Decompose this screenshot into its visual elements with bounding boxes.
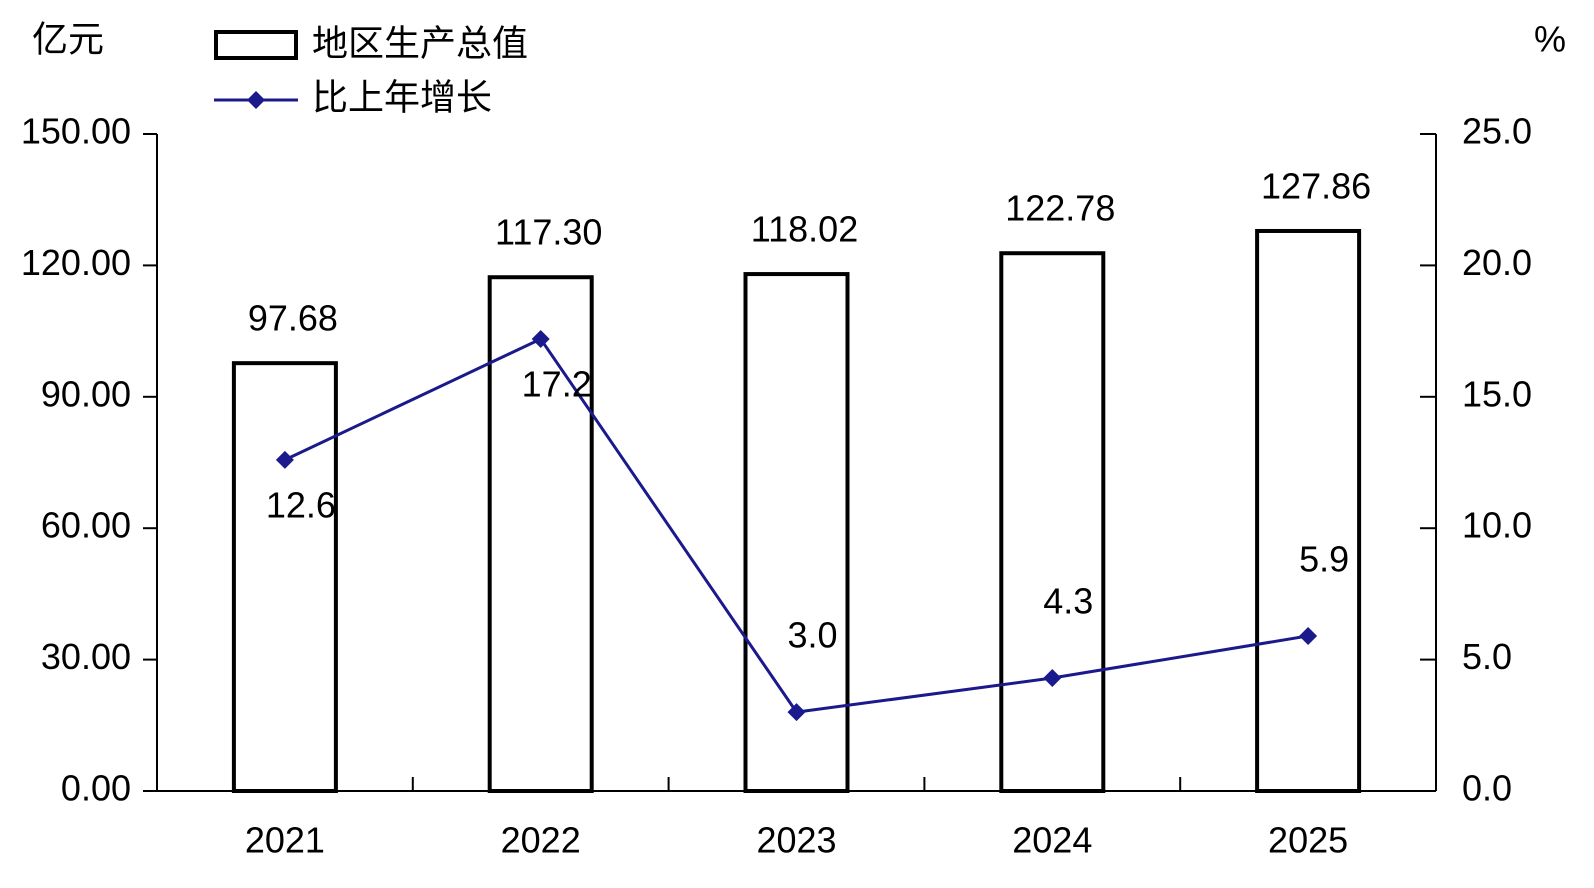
y2-tick-label: 10.0 [1462, 505, 1532, 546]
y2-tick-label: 5.0 [1462, 636, 1512, 677]
legend-marker [247, 91, 265, 109]
line-marker [787, 703, 806, 722]
y-tick-label: 30.00 [41, 636, 131, 677]
y2-tick-label: 25.0 [1462, 111, 1532, 152]
line-value-label: 17.2 [522, 363, 592, 404]
line-marker [1043, 668, 1062, 687]
line-value-label: 3.0 [787, 615, 837, 656]
legend-bar-swatch [214, 30, 298, 60]
x-tick-label: 2022 [501, 820, 581, 861]
bar-value-label: 118.02 [751, 209, 858, 250]
bar [231, 361, 338, 793]
y-tick-label: 120.00 [21, 242, 131, 283]
y-unit: 亿元 [32, 19, 104, 60]
legend-label: 比上年增长 [312, 77, 492, 118]
bar-value-label: 97.68 [248, 298, 338, 339]
bar-value-label: 122.78 [1005, 188, 1115, 229]
line-value-label: 12.6 [266, 484, 336, 525]
y-tick-label: 0.00 [61, 768, 131, 809]
bar-value-label: 117.30 [495, 212, 602, 253]
y-tick-label: 150.00 [21, 111, 131, 152]
bar-value-label: 127.86 [1261, 165, 1371, 206]
y2-tick-label: 15.0 [1462, 373, 1532, 414]
line-marker [1299, 626, 1318, 645]
bar [487, 275, 594, 793]
bar [1255, 228, 1362, 793]
y-tick-label: 60.00 [41, 505, 131, 546]
y-tick-label: 90.00 [41, 373, 131, 414]
bar [999, 251, 1106, 794]
line-value-label: 5.9 [1299, 538, 1349, 579]
x-tick-label: 2025 [1268, 820, 1348, 861]
y2-unit: % [1534, 19, 1566, 60]
x-tick-label: 2023 [756, 820, 836, 861]
line-marker [531, 329, 550, 348]
legend-label: 地区生产总值 [312, 23, 528, 64]
y2-tick-label: 20.0 [1462, 242, 1532, 283]
x-tick-label: 2021 [245, 820, 325, 861]
y2-tick-label: 0.0 [1462, 768, 1512, 809]
line-marker [275, 450, 294, 469]
line-value-label: 4.3 [1043, 581, 1093, 622]
x-tick-label: 2024 [1012, 820, 1092, 861]
